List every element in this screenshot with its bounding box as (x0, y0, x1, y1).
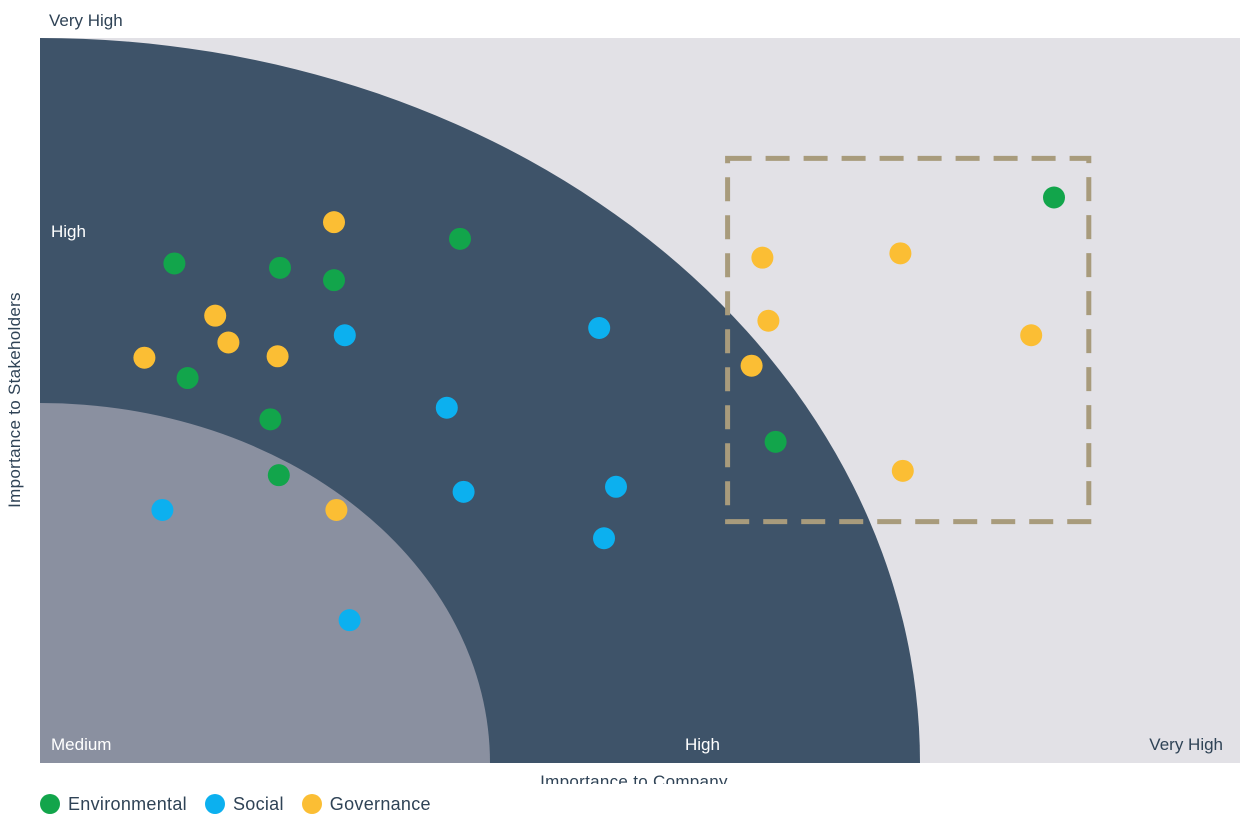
legend-label-governance: Governance (329, 793, 431, 814)
point-governance-3 (217, 331, 240, 354)
y-tick-high: High (51, 222, 86, 241)
point-social-7 (593, 527, 615, 550)
legend-label-environmental: Environmental (68, 793, 187, 814)
point-governance-9 (757, 309, 780, 332)
point-environmental-6 (259, 408, 282, 431)
y-tick-very-high: Very High (49, 11, 123, 30)
point-social-2 (588, 317, 611, 339)
x-tick-high: High (685, 735, 720, 754)
point-social-4 (151, 498, 174, 521)
x-tick-very-high: Very High (1149, 735, 1223, 754)
point-governance-8 (889, 242, 912, 265)
point-environmental-3 (323, 269, 345, 292)
point-environmental-9 (1043, 186, 1065, 209)
point-environmental-2 (269, 256, 291, 279)
point-governance-12 (891, 459, 914, 482)
point-social-3 (435, 396, 458, 419)
legend-item-governance: Governance (301, 793, 431, 815)
point-environmental-1 (163, 252, 186, 275)
zone-medium (40, 403, 490, 763)
environmental-swatch-icon (40, 794, 60, 814)
point-environmental-8 (764, 430, 787, 453)
x-tick-medium: Medium (51, 735, 111, 754)
point-environmental-5 (176, 367, 199, 390)
point-environmental-7 (267, 464, 290, 487)
materiality-matrix-chart: Very High High Medium High Very High Imp… (5, 11, 1240, 784)
point-governance-5 (266, 345, 289, 368)
point-governance-6 (325, 498, 348, 521)
point-governance-4 (133, 346, 156, 369)
legend: Environmental Social Governance (40, 784, 431, 824)
point-governance-2 (204, 304, 227, 327)
point-social-6 (605, 475, 627, 498)
legend-item-social: Social (204, 793, 284, 815)
point-governance-1 (323, 211, 345, 234)
legend-label-social: Social (232, 793, 284, 814)
y-axis-title: Importance to Stakeholders (5, 292, 24, 508)
point-governance-7 (751, 246, 774, 269)
x-axis-title: Importance to Company (540, 772, 728, 784)
governance-swatch-icon (301, 794, 322, 814)
point-social-5 (452, 480, 475, 503)
point-social-8 (338, 609, 361, 632)
social-swatch-icon (204, 794, 225, 814)
highlight-box (725, 155, 1092, 525)
point-environmental-4 (449, 227, 471, 250)
legend-item-environmental: Environmental (40, 794, 187, 815)
point-governance-10 (740, 354, 763, 377)
point-governance-11 (1020, 324, 1043, 347)
point-social-1 (333, 324, 356, 347)
